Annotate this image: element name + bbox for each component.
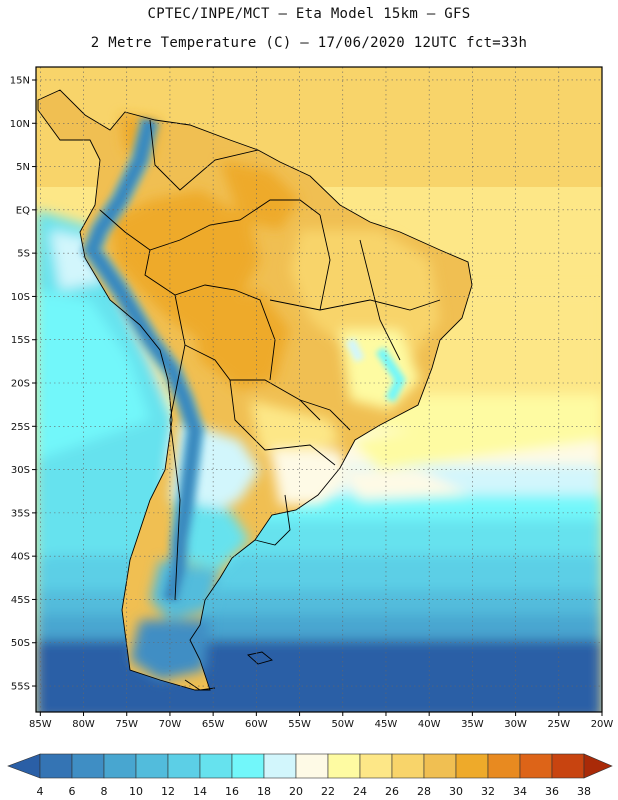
- colorbar-tick-label: 16: [225, 785, 239, 798]
- colorbar-cell: [263, 753, 297, 779]
- longitude-label: 85W: [29, 719, 52, 730]
- longitude-label: 50W: [331, 719, 354, 730]
- colorbar-tick-label: 12: [161, 785, 175, 798]
- colorbar-tick-label: 36: [545, 785, 559, 798]
- colorbar-cell: [39, 753, 73, 779]
- longitude-label: 70W: [159, 719, 182, 730]
- land-temperature: [38, 90, 472, 690]
- longitude-label: 75W: [115, 719, 138, 730]
- latitude-label: 35S: [11, 508, 30, 519]
- colorbar-cell: [103, 753, 137, 779]
- colorbar-cell: [455, 753, 489, 779]
- latitude-label: 50S: [11, 638, 30, 649]
- map-title-line-2: 2 Metre Temperature (C) – 17/06/2020 12U…: [90, 35, 528, 51]
- colorbar-cell: [167, 753, 201, 779]
- latitude-label: 15S: [11, 335, 30, 346]
- colorbar-tick-label: 26: [385, 785, 399, 798]
- latitude-label: 55S: [11, 682, 30, 693]
- map-title-line-1: CPTEC/INPE/MCT – Eta Model 15km – GFS: [147, 6, 471, 22]
- latitude-label: 5N: [16, 162, 30, 173]
- graticule-grid: [32, 67, 603, 716]
- longitude-label: 60W: [245, 719, 268, 730]
- colorbar-cell: [231, 753, 265, 779]
- colorbar-cell: [391, 753, 425, 779]
- latitude-label: 5S: [17, 249, 30, 260]
- colorbar-cell: [487, 753, 521, 779]
- colorbar-cell: [327, 753, 361, 779]
- latitude-label: 20S: [11, 379, 30, 390]
- colorbar-tick-label: 28: [417, 785, 431, 798]
- longitude-label: 80W: [72, 719, 95, 730]
- latitude-label: 10N: [10, 119, 30, 130]
- colorbar-cell: [199, 753, 233, 779]
- colorbar-tick-label: 22: [321, 785, 335, 798]
- colorbar-tick-label: 6: [69, 785, 76, 798]
- latitude-labels: 15N 10N 5N EQ 5S 10S 15S 20S 25S 30S 35S 40S 45S 50S 5…: [10, 75, 30, 692]
- longitude-labels: 85W 80W 75W 70W 65W 60W 55W 50W 45W 40W 35W 30W 25W 2…: [29, 719, 613, 730]
- latitude-label: 25S: [11, 422, 30, 433]
- colorbar-tick-label: 34: [513, 785, 527, 798]
- longitude-label: 45W: [375, 719, 398, 730]
- latitude-label: 45S: [11, 595, 30, 606]
- longitude-label: 30W: [504, 719, 527, 730]
- colorbar-cell: [423, 753, 457, 779]
- colorbar-tick-label: 18: [257, 785, 271, 798]
- longitude-label: 20W: [591, 719, 614, 730]
- colorbar-cell: [71, 753, 105, 779]
- latitude-label: 15N: [10, 75, 30, 86]
- map-frame: [35, 66, 603, 713]
- longitude-label: 65W: [202, 719, 225, 730]
- longitude-label: 35W: [461, 719, 484, 730]
- latitude-label: EQ: [16, 205, 30, 216]
- longitude-label: 25W: [547, 719, 570, 730]
- coastline-borders: [37, 89, 473, 691]
- colorbar-tick-label: 10: [129, 785, 143, 798]
- colorbar-tick-label: 4: [37, 785, 44, 798]
- colorbar-tick-label: 20: [289, 785, 303, 798]
- color-scale-ticks: 4 6 8 10 12 14 16 18 20 22 24 26 28 30 32 34 36 38: [37, 785, 592, 798]
- colorbar-tick-label: 30: [449, 785, 463, 798]
- colorbar-cell: [519, 753, 553, 779]
- colorbar-cell: [359, 753, 393, 779]
- colorbar-cell: [135, 753, 169, 779]
- colorbar-max-arrow: [583, 753, 613, 779]
- latitude-label: 30S: [11, 465, 30, 476]
- longitude-label: 40W: [418, 719, 441, 730]
- colorbar-tick-label: 8: [101, 785, 108, 798]
- colorbar-tick-label: 14: [193, 785, 207, 798]
- latitude-label: 10S: [11, 292, 30, 303]
- latitude-label: 40S: [11, 552, 30, 563]
- colorbar-cell: [551, 753, 585, 779]
- longitude-label: 55W: [288, 719, 311, 730]
- colorbar-tick-label: 24: [353, 785, 367, 798]
- color-scale-cells: [7, 753, 613, 779]
- colorbar-cell: [295, 753, 329, 779]
- colorbar-tick-label: 32: [481, 785, 495, 798]
- colorbar-tick-label: 38: [577, 785, 591, 798]
- colorbar-min-arrow: [7, 753, 41, 779]
